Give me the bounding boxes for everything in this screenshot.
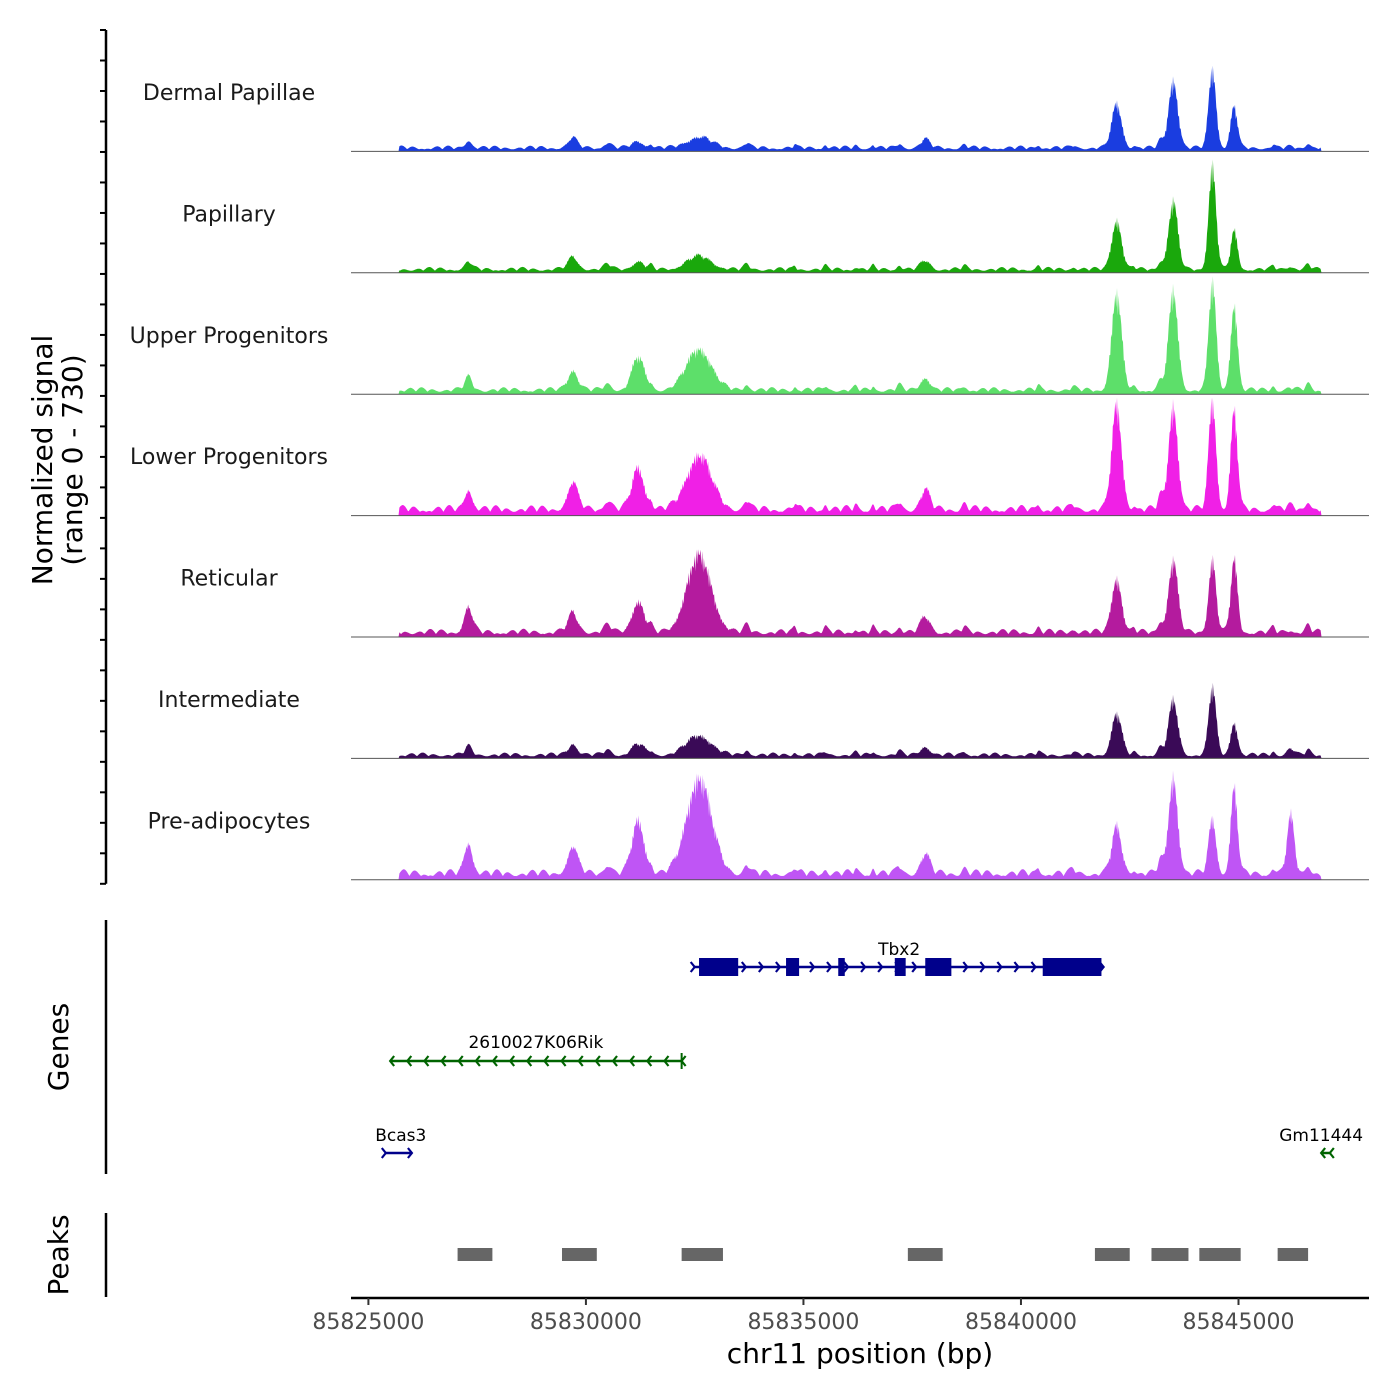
strand-arrow [843, 961, 850, 973]
signal-area [351, 159, 1369, 273]
signal-area [351, 65, 1369, 152]
strand-arrow [525, 1055, 533, 1067]
signal-area [351, 549, 1369, 637]
strand-arrow [628, 1055, 636, 1067]
x-tick-label: 85840000 [965, 1310, 1077, 1335]
peak-region [457, 1248, 493, 1261]
strand-arrow [388, 1055, 396, 1067]
strand-arrow [577, 1055, 584, 1067]
track-label: Intermediate [158, 688, 300, 713]
track-label: Dermal Papillae [143, 81, 315, 106]
strand-arrow [440, 1055, 447, 1067]
signal-area [351, 397, 1369, 516]
genes-panel-label: Genes [42, 1003, 75, 1091]
peak-region [681, 1248, 723, 1261]
y-axis-title-line1: Normalized signal [26, 335, 59, 586]
exon [838, 958, 845, 976]
gene-label: Tbx2 [877, 940, 920, 960]
exon [925, 958, 952, 976]
peak-region [1277, 1248, 1309, 1261]
strand-arrow [740, 961, 748, 973]
x-tick-label: 85825000 [312, 1310, 424, 1335]
strand-arrow [405, 1055, 413, 1067]
signal-area [351, 770, 1369, 880]
track-papillary: Papillary [182, 159, 1369, 274]
x-tick-label: 85835000 [747, 1310, 859, 1335]
track-label: Lower Progenitors [130, 445, 328, 470]
gene-label: 2610027K06Rik [468, 1033, 603, 1053]
y-axis-title-line2: (range 0 - 730) [56, 354, 89, 565]
strand-arrow [491, 1055, 498, 1067]
gene-tbx2: Tbx2 [689, 940, 1106, 976]
exon [894, 958, 906, 976]
track-intermediate: Intermediate [158, 682, 1369, 759]
strand-arrow [996, 961, 1003, 973]
strand-arrow [1013, 961, 1020, 973]
strand-arrow [1319, 1147, 1327, 1159]
strand-arrow [775, 961, 782, 973]
exon [1042, 958, 1102, 976]
gene-2610027k06rik: 2610027K06Rik [388, 1033, 687, 1069]
strand-arrow [474, 1055, 481, 1067]
signal-area [351, 276, 1369, 395]
strand-arrow [826, 961, 833, 973]
track-upper-progenitors: Upper Progenitors [130, 276, 1369, 395]
gene-label: Gm11444 [1279, 1126, 1363, 1146]
peak-region [1151, 1248, 1189, 1261]
gene-gm11444: Gm11444 [1279, 1126, 1363, 1159]
peak-region [561, 1248, 597, 1261]
x-tick-label: 85830000 [530, 1310, 642, 1335]
x-axis-ticks: 85825000 85830000 85835000 85840000 85845000 [312, 1298, 1294, 1335]
strand-arrow [663, 1055, 670, 1067]
track-pre-adipocytes: Pre-adipocytes [148, 770, 1369, 881]
track-lower-progenitors: Lower Progenitors [130, 397, 1369, 517]
peak-track [457, 1248, 1309, 1261]
strand-arrow [380, 1147, 388, 1159]
strand-arrow [809, 961, 816, 973]
strand-arrow [877, 961, 884, 973]
gene-bcas3: Bcas3 [375, 1126, 426, 1159]
strand-arrow [1030, 961, 1037, 973]
gene-track: Tbx2 2610027K06Rik Bcas3 Gm11444 [375, 940, 1363, 1159]
strand-arrow [962, 961, 969, 973]
peak-region [1094, 1248, 1130, 1261]
peak-region [1199, 1248, 1241, 1261]
signal-tracks: Dermal Papillae Papillary Upper Progenitor… [130, 65, 1369, 881]
peaks-panel-label: Peaks [42, 1214, 75, 1295]
strand-arrow [1328, 1147, 1335, 1159]
exon [699, 958, 739, 976]
strand-arrow [560, 1055, 567, 1067]
strand-arrow [757, 961, 765, 973]
track-label: Upper Progenitors [130, 324, 329, 349]
track-label: Pre-adipocytes [148, 809, 311, 834]
gene-label: Bcas3 [375, 1126, 426, 1146]
x-tick-label: 85845000 [1182, 1310, 1294, 1335]
track-dermal-papillae: Dermal Papillae [143, 65, 1369, 152]
peak-region [907, 1248, 943, 1261]
strand-arrow [860, 961, 867, 973]
strand-arrow [911, 961, 918, 973]
track-reticular: Reticular [180, 549, 1369, 638]
strand-arrow [979, 961, 986, 973]
strand-arrow [611, 1055, 618, 1067]
strand-arrow [543, 1055, 550, 1067]
strand-arrow [645, 1055, 653, 1067]
strand-arrow [407, 1147, 414, 1159]
signal-y-axis [100, 29, 108, 885]
strand-arrow [508, 1055, 516, 1067]
strand-arrow [689, 961, 697, 973]
track-label: Reticular [180, 567, 278, 592]
signal-area [351, 682, 1369, 759]
track-label: Papillary [182, 202, 276, 227]
strand-arrow [594, 1055, 601, 1067]
strand-arrow [457, 1055, 464, 1067]
exon [786, 958, 800, 976]
strand-arrow [423, 1055, 430, 1067]
x-axis-title: chr11 position (bp) [727, 1337, 993, 1370]
